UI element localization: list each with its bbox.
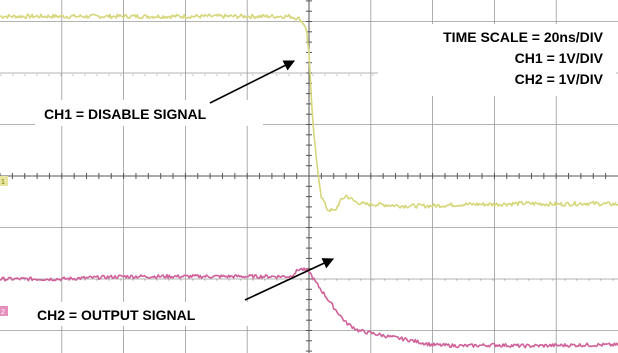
ch1-marker-text: 1 [1, 179, 5, 186]
ch1-label-text: CH1 = DISABLE SIGNAL [44, 106, 207, 122]
ch2-scale-text: CH2 = 1V/DIV [515, 71, 604, 87]
ch2-label-box [28, 302, 254, 326]
scale-info-box [378, 24, 616, 96]
trace-group [0, 13, 618, 349]
ch1-label-box [35, 100, 263, 126]
ch2-label-text: CH2 = OUTPUT SIGNAL [37, 307, 196, 323]
time-scale-text: TIME SCALE = 20ns/DIV [443, 29, 604, 45]
ch2-trace [0, 267, 618, 349]
ch1-pointer-arrow [209, 60, 296, 104]
ch1-scale-text: CH1 = 1V/DIV [515, 50, 604, 66]
ch2-pointer-arrow [244, 258, 335, 301]
ch1-trace [0, 13, 618, 213]
ch1-level-marker: 1 [0, 176, 8, 186]
ch2-level-marker: 2 [0, 306, 8, 316]
ch2-marker-text: 2 [1, 309, 5, 316]
